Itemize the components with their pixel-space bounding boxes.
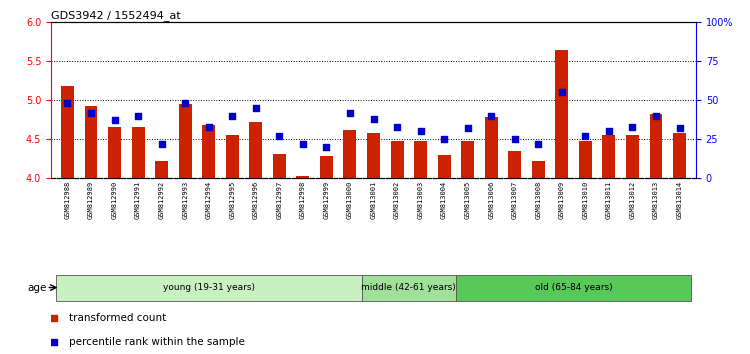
Bar — [155, 161, 168, 178]
Bar — [579, 141, 592, 178]
Text: GSM812993: GSM812993 — [182, 181, 188, 219]
Bar — [202, 125, 215, 178]
Text: transformed count: transformed count — [69, 313, 166, 323]
Text: GSM812994: GSM812994 — [206, 181, 212, 219]
Bar — [56, 275, 362, 301]
Text: GSM813014: GSM813014 — [676, 181, 682, 219]
Bar — [391, 141, 404, 178]
Bar — [532, 161, 544, 178]
Point — [532, 141, 544, 147]
Point — [344, 110, 356, 115]
Bar — [414, 141, 427, 178]
Point — [603, 129, 615, 134]
Text: GDS3942 / 1552494_at: GDS3942 / 1552494_at — [51, 10, 181, 21]
Point — [297, 141, 309, 147]
Text: GSM812998: GSM812998 — [300, 181, 306, 219]
Text: GSM812999: GSM812999 — [323, 181, 329, 219]
Point — [226, 113, 238, 119]
Text: GSM813009: GSM813009 — [559, 181, 565, 219]
Bar — [438, 155, 451, 178]
Bar — [61, 86, 74, 178]
Point — [320, 144, 332, 150]
Bar — [456, 275, 692, 301]
Point — [415, 129, 427, 134]
Point — [62, 101, 74, 106]
Text: GSM813000: GSM813000 — [347, 181, 353, 219]
Bar — [626, 135, 639, 178]
Text: GSM812996: GSM812996 — [253, 181, 259, 219]
Bar — [367, 133, 380, 178]
Point — [273, 133, 285, 139]
Point — [48, 339, 60, 344]
Bar — [226, 135, 238, 178]
Text: GSM813003: GSM813003 — [418, 181, 424, 219]
Text: GSM812988: GSM812988 — [64, 181, 70, 219]
Text: GSM812995: GSM812995 — [230, 181, 236, 219]
Point — [485, 113, 497, 119]
Bar — [650, 114, 662, 178]
Point — [391, 124, 403, 130]
Text: GSM813006: GSM813006 — [488, 181, 494, 219]
Point — [438, 136, 450, 142]
Text: young (19-31 years): young (19-31 years) — [163, 283, 255, 292]
Point — [85, 110, 97, 115]
Bar — [273, 154, 286, 178]
Point — [650, 113, 662, 119]
Text: GSM813001: GSM813001 — [370, 181, 376, 219]
Point — [48, 315, 60, 321]
Text: old (65-84 years): old (65-84 years) — [535, 283, 613, 292]
Bar — [484, 117, 498, 178]
Point — [368, 116, 380, 122]
Text: GSM813011: GSM813011 — [606, 181, 612, 219]
Bar — [509, 151, 521, 178]
Text: GSM812991: GSM812991 — [135, 181, 141, 219]
Text: GSM813002: GSM813002 — [394, 181, 400, 219]
Text: GSM812992: GSM812992 — [159, 181, 165, 219]
Bar — [132, 127, 145, 178]
Text: GSM813007: GSM813007 — [512, 181, 518, 219]
Point — [674, 125, 686, 131]
Text: GSM813013: GSM813013 — [653, 181, 659, 219]
Bar — [602, 135, 616, 178]
Text: GSM812990: GSM812990 — [112, 181, 118, 219]
Text: middle (42-61 years): middle (42-61 years) — [362, 283, 456, 292]
Point — [250, 105, 262, 111]
Bar — [178, 104, 192, 178]
Point — [156, 141, 168, 147]
Text: percentile rank within the sample: percentile rank within the sample — [69, 337, 244, 347]
Text: GSM813004: GSM813004 — [441, 181, 447, 219]
Point — [579, 133, 591, 139]
Bar — [555, 50, 568, 178]
Text: GSM812989: GSM812989 — [88, 181, 94, 219]
Point — [509, 136, 520, 142]
Bar — [344, 130, 356, 178]
Text: GSM812997: GSM812997 — [276, 181, 282, 219]
Bar — [362, 275, 456, 301]
Text: age: age — [28, 282, 47, 292]
Point — [556, 90, 568, 95]
Bar — [85, 105, 98, 178]
Point — [132, 113, 144, 119]
Text: GSM813010: GSM813010 — [582, 181, 588, 219]
Bar — [296, 176, 309, 178]
Bar — [461, 141, 474, 178]
Point — [462, 125, 474, 131]
Point — [179, 101, 191, 106]
Text: GSM813012: GSM813012 — [629, 181, 635, 219]
Bar — [673, 133, 686, 178]
Bar — [108, 127, 121, 178]
Point — [109, 118, 121, 123]
Point — [626, 124, 638, 130]
Bar — [249, 122, 262, 178]
Point — [202, 124, 214, 130]
Text: GSM813005: GSM813005 — [465, 181, 471, 219]
Text: GSM813008: GSM813008 — [536, 181, 542, 219]
Bar — [320, 156, 333, 178]
